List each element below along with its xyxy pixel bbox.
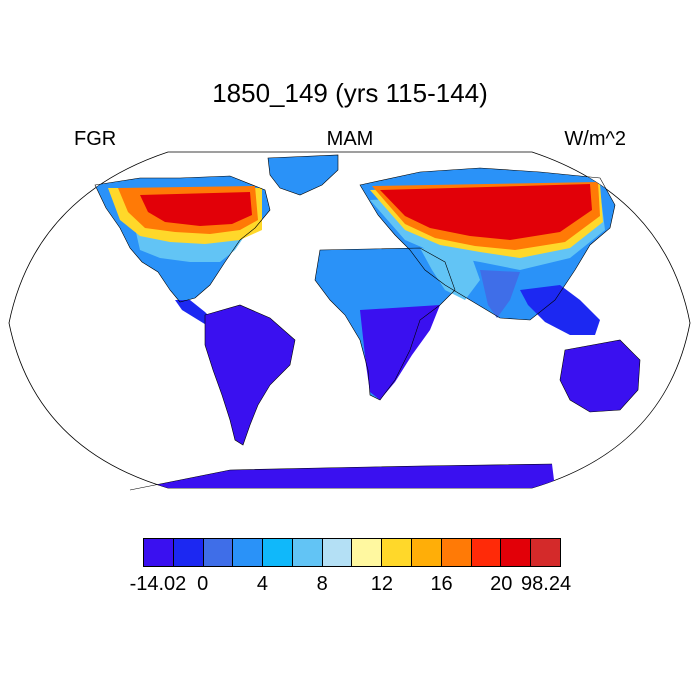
colorbar-label-3: 8: [316, 573, 328, 595]
colorbar-box-6: [322, 539, 353, 566]
land-regions: [95, 155, 640, 488]
colorbar-box-11: [471, 539, 502, 566]
india: [480, 270, 520, 318]
colorbar: [143, 538, 561, 567]
colorbar-box-7: [352, 539, 383, 566]
colorbar-label-1: 0: [197, 573, 209, 595]
colorbar-label-5: 16: [430, 573, 453, 595]
colorbar-box-1: [173, 539, 204, 566]
colorbar-box-13: [531, 539, 560, 566]
arabia: [420, 248, 480, 300]
greenland: [268, 155, 338, 195]
colorbar-box-0: [144, 539, 174, 566]
south-america: [205, 305, 295, 445]
season-label: MAM: [326, 128, 374, 150]
colorbar-box-5: [292, 539, 323, 566]
colorbar-box-3: [233, 539, 264, 566]
colorbar-box-10: [441, 539, 472, 566]
map-title: 1850_149 (yrs 115-144): [212, 78, 488, 108]
colorbar-box-4: [263, 539, 293, 566]
units-label: W/m^2: [564, 128, 626, 150]
eurasia-veryhot: [380, 184, 592, 240]
africa-south: [360, 305, 440, 400]
colorbar-label-0: -14.02: [129, 573, 187, 595]
coastlines: [94, 154, 641, 491]
colorbar-box-2: [203, 539, 234, 566]
colorbar-box-12: [501, 539, 532, 566]
colorbar-label-4: 12: [370, 573, 393, 595]
north-america-veryhot: [140, 192, 252, 226]
colorbar-box-9: [412, 539, 442, 566]
colorbar-label-7: 98.24: [521, 573, 572, 595]
variable-label: FGR: [74, 128, 117, 150]
australia: [560, 340, 640, 412]
colorbar-label-6: 20: [490, 573, 513, 595]
colorbar-label-2: 4: [256, 573, 268, 595]
antarctica: [130, 464, 555, 488]
colorbar-box-8: [382, 539, 413, 566]
se-asia: [520, 285, 600, 335]
